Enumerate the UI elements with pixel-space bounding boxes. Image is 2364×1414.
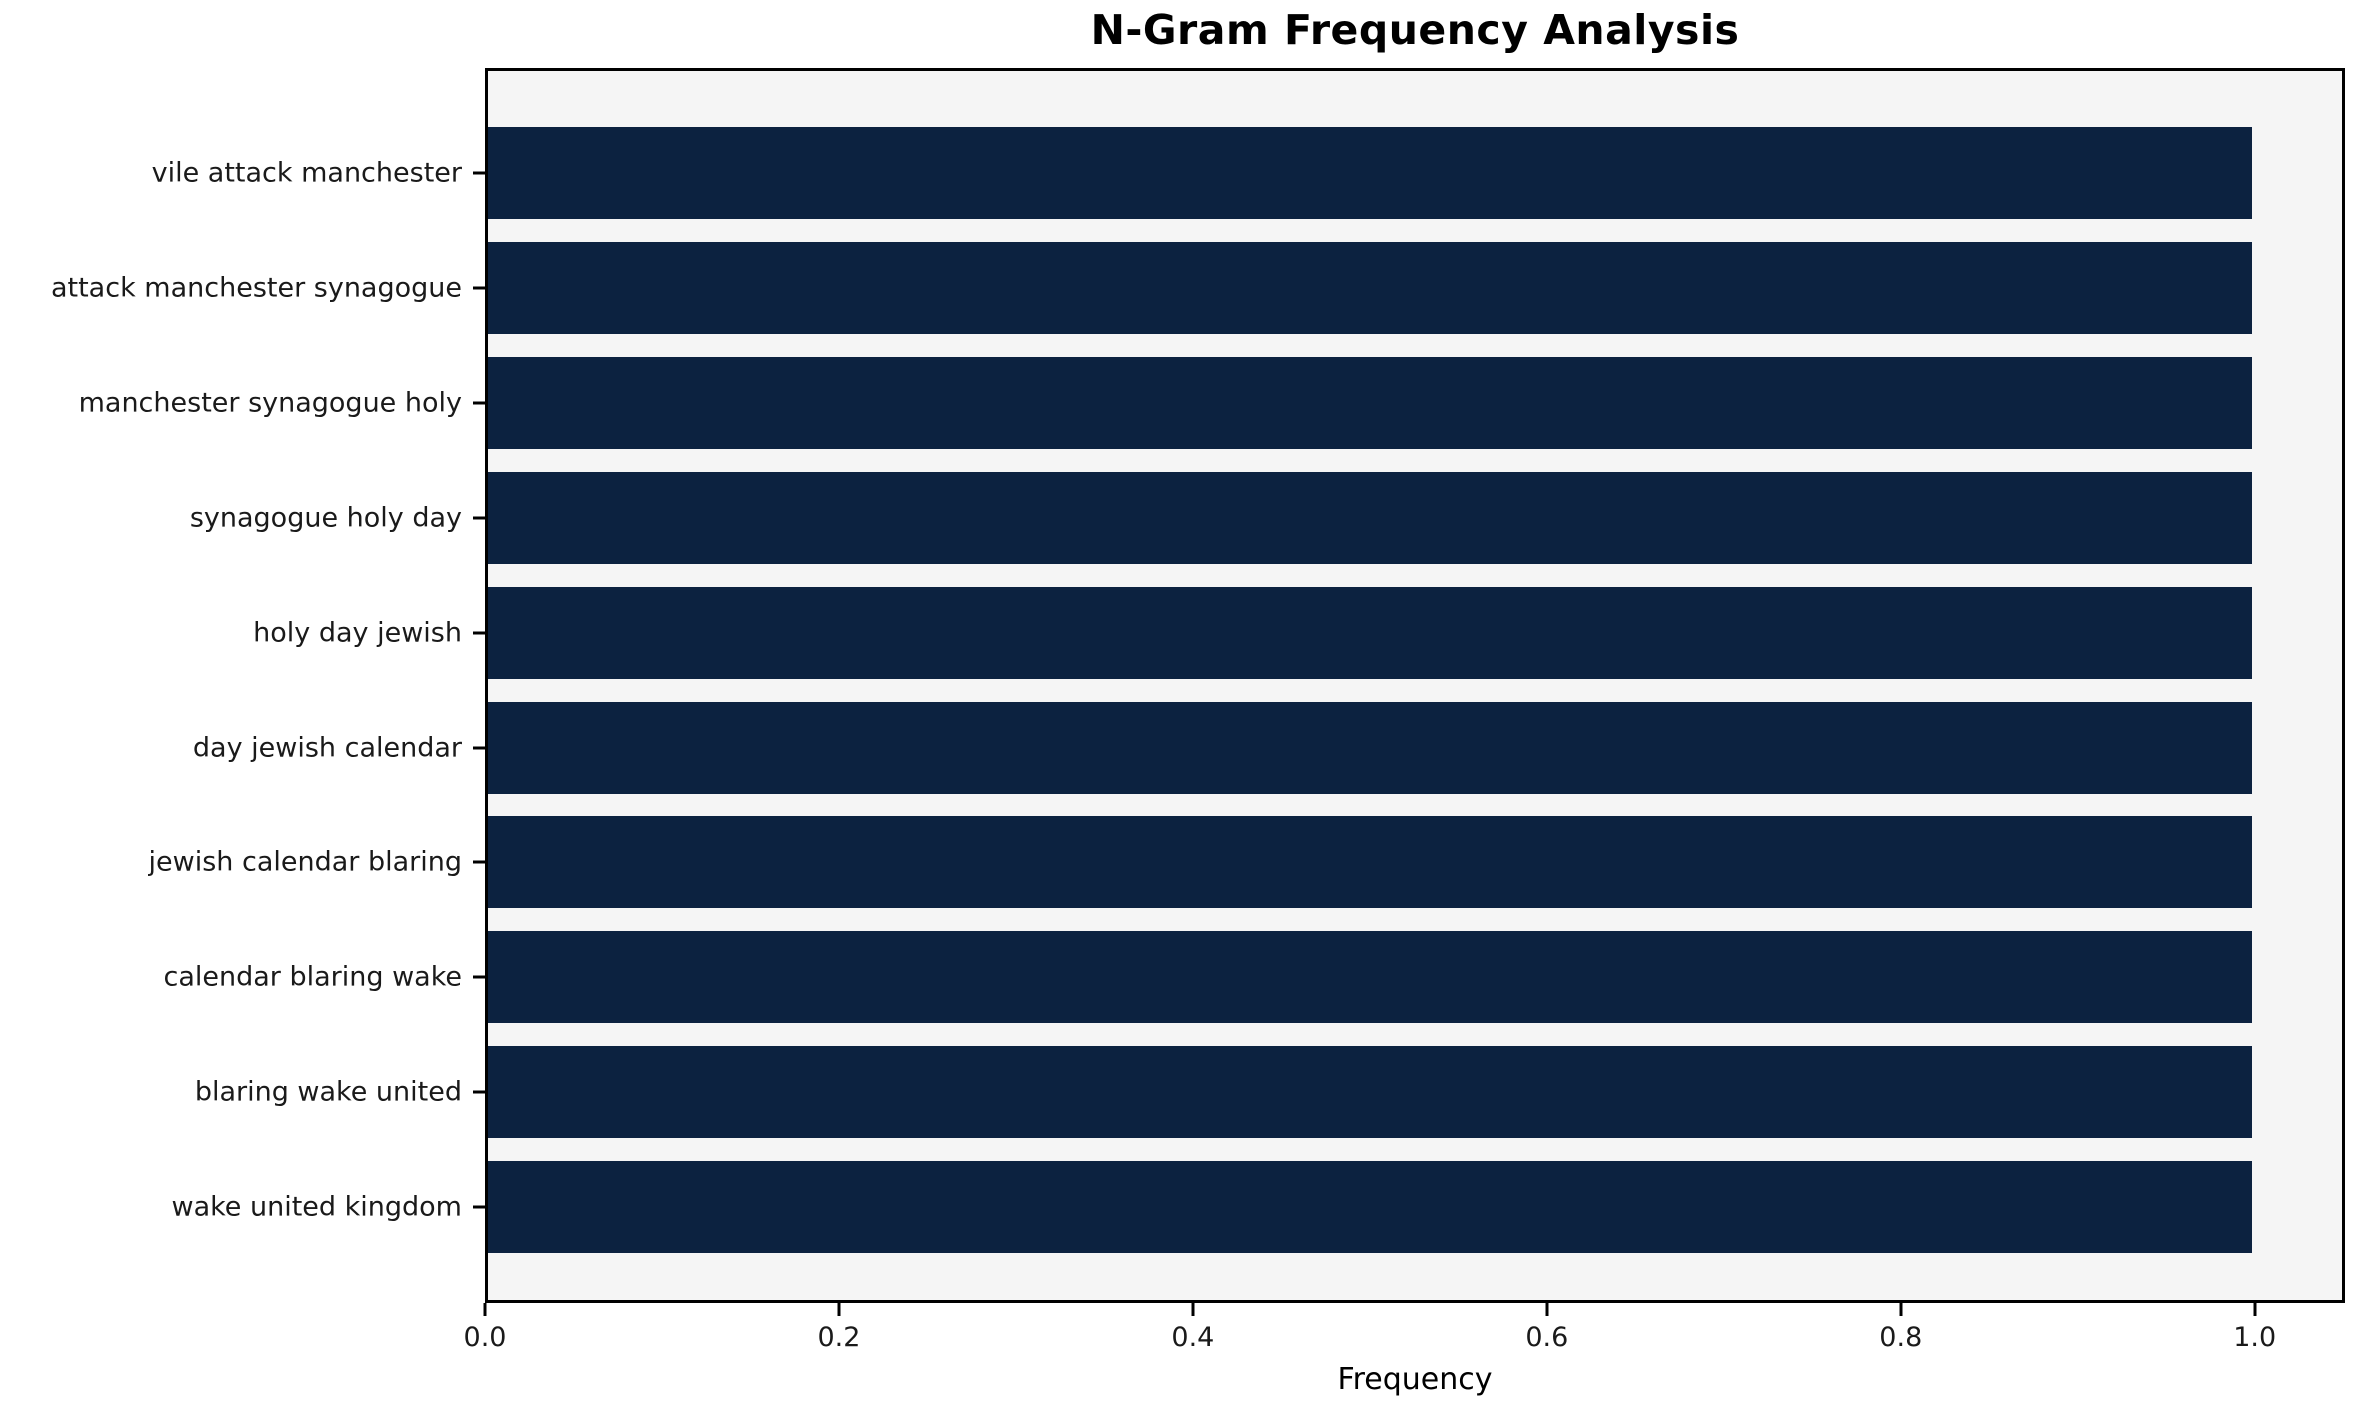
y-tick-mark (473, 860, 485, 864)
x-tick-label: 0.4 (1171, 1322, 1215, 1353)
bar (488, 1161, 2253, 1254)
y-tick-mark (473, 631, 485, 635)
y-tick-mark (473, 516, 485, 520)
x-tick-mark (837, 1303, 841, 1316)
bar (488, 356, 2253, 449)
y-tick-label: blaring wake united (194, 1076, 462, 1108)
y-tick-label: vile attack manchester (151, 157, 462, 189)
x-tick-label: 0.0 (463, 1322, 507, 1353)
x-tick-mark (1899, 1303, 1903, 1316)
x-tick-mark (483, 1303, 487, 1316)
x-tick-mark (1545, 1303, 1549, 1316)
y-tick-label: day jewish calendar (192, 732, 462, 763)
bar (488, 127, 2253, 219)
bar (488, 816, 2253, 909)
y-tick-label: jewish calendar blaring (148, 846, 462, 878)
y-tick-mark (473, 401, 485, 405)
y-tick-label: wake united kingdom (171, 1191, 463, 1223)
y-tick-mark (473, 286, 485, 290)
y-tick-label: manchester synagogue holy (78, 387, 462, 419)
x-tick-label: 0.8 (1879, 1322, 1923, 1353)
bar (488, 471, 2253, 564)
x-tick-label: 0.6 (1525, 1322, 1569, 1353)
y-tick-mark (473, 1205, 485, 1209)
y-tick-label: synagogue holy day (189, 502, 462, 534)
x-axis-label: Frequency (1337, 1362, 1493, 1397)
x-tick-mark (2253, 1303, 2257, 1316)
bar (488, 1046, 2253, 1139)
chart-title: N-Gram Frequency Analysis (1090, 6, 1740, 54)
y-tick-mark (473, 171, 485, 175)
y-tick-mark (473, 746, 485, 749)
bar (488, 701, 2253, 794)
y-tick-mark (473, 1090, 485, 1094)
bar (488, 241, 2253, 334)
x-tick-mark (1191, 1303, 1195, 1316)
y-tick-label: calendar blaring wake (163, 961, 462, 993)
x-tick-label: 1.0 (2233, 1322, 2277, 1353)
y-tick-label: attack manchester synagogue (50, 272, 462, 304)
plot-area (485, 68, 2345, 1303)
y-tick-label: holy day jewish (253, 617, 462, 649)
bar (488, 931, 2253, 1024)
bar (488, 586, 2253, 679)
y-tick-mark (473, 975, 485, 979)
x-tick-label: 0.2 (817, 1322, 861, 1353)
